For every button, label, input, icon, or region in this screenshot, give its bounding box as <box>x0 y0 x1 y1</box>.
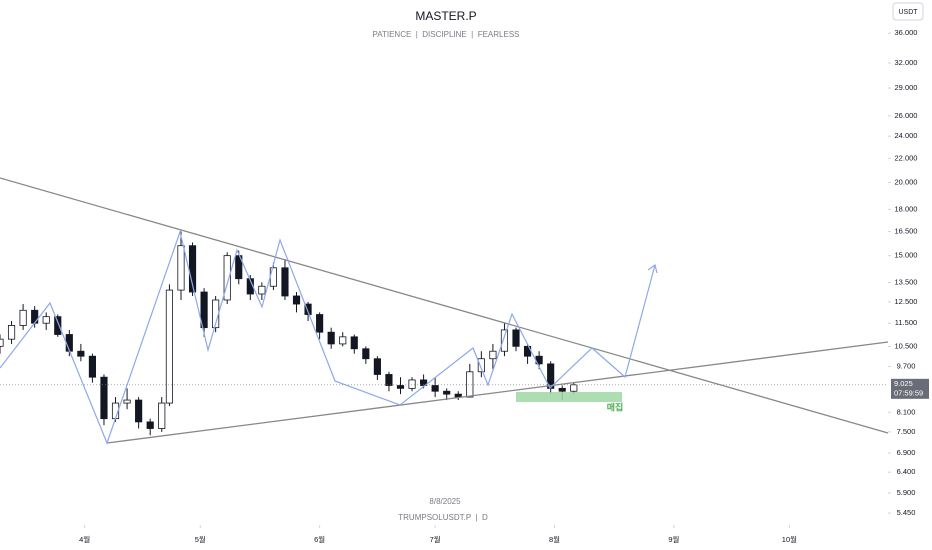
y-tick-label: 12.500 <box>895 297 918 306</box>
candle-body <box>477 358 485 373</box>
y-tick-label: 15.000 <box>895 251 918 260</box>
candle-body <box>489 350 497 360</box>
candle-body <box>19 309 27 326</box>
drawings <box>0 177 889 445</box>
projection-path <box>0 229 656 445</box>
candle-body <box>362 348 370 360</box>
candle-body <box>146 421 154 429</box>
candle-body <box>512 329 520 347</box>
y-tick-label: 10.500 <box>895 341 918 350</box>
candle-body <box>420 379 428 386</box>
candle-body <box>396 385 405 389</box>
candle-body <box>135 399 143 423</box>
currency-label[interactable]: USDT <box>898 9 918 16</box>
chart-subtitle: PATIENCE | DISCIPLINE | FEARLESS <box>372 30 519 39</box>
y-tick-label: 13.500 <box>895 277 918 286</box>
candle-body <box>316 314 324 333</box>
y-tick-label: 8.100 <box>897 407 916 416</box>
x-tick-label: 5월 <box>195 534 206 544</box>
x-tick-label: 9월 <box>668 534 679 544</box>
candle-body <box>292 295 301 305</box>
x-tick-label: 6월 <box>314 534 325 544</box>
candle-body <box>385 374 393 386</box>
y-tick-label: 24.000 <box>895 131 918 140</box>
last-price-label: 9.025 <box>894 379 913 388</box>
candle-body <box>466 371 474 398</box>
candle-body <box>123 399 131 404</box>
y-tick-label: 32.000 <box>895 58 918 67</box>
x-tick-label: 4월 <box>79 534 90 544</box>
candle-body <box>570 384 578 392</box>
projection-arrow <box>647 263 658 274</box>
lower-trendline <box>106 341 889 444</box>
candle-body <box>54 316 62 335</box>
candle-body <box>547 363 555 389</box>
x-tick-label: 8월 <box>549 534 560 544</box>
candle-body <box>408 379 416 389</box>
y-tick-label: 29.000 <box>895 83 918 92</box>
watermark-date: 8/8/2025 <box>429 497 461 506</box>
y-tick-label: 16.500 <box>895 226 918 235</box>
y-tick-label: 36.000 <box>895 28 918 37</box>
accumulation-zone <box>516 392 622 402</box>
candle-body <box>7 325 16 340</box>
y-tick-label: 6.400 <box>897 467 916 476</box>
candle-body <box>200 291 208 329</box>
y-tick-label: 18.000 <box>895 204 918 213</box>
candle-body <box>65 334 73 352</box>
candle-body <box>42 316 50 324</box>
candle-body <box>31 309 39 324</box>
candle-body <box>304 303 312 315</box>
candle-body <box>177 245 185 291</box>
candle-body <box>443 390 451 395</box>
y-tick-label: 26.000 <box>895 111 918 120</box>
countdown-label: 07:59:59 <box>894 388 923 397</box>
candle-body <box>0 338 4 347</box>
y-tick-label: 9.700 <box>897 361 916 370</box>
candle-body <box>373 358 381 375</box>
candle-body <box>165 289 174 404</box>
chart-title: MASTER.P <box>415 9 476 23</box>
candle-body <box>500 329 509 352</box>
candle-body <box>350 336 358 350</box>
last-price-box <box>891 378 929 399</box>
symbol-label: TRUMPSOLUSDT.P | D <box>398 513 488 522</box>
candle-body <box>327 331 335 345</box>
candle-body <box>431 385 439 392</box>
y-tick-label: 11.500 <box>895 318 917 327</box>
candle-body <box>223 255 231 301</box>
y-tick-label: 6.900 <box>897 448 916 457</box>
candle-body <box>281 267 289 297</box>
candle-body <box>339 336 347 345</box>
candle-body <box>77 350 85 357</box>
currency-box[interactable] <box>892 2 924 21</box>
upper-trendline <box>0 177 889 434</box>
candle-body <box>258 285 266 295</box>
candle-body <box>158 402 166 429</box>
candle-body <box>188 245 197 293</box>
y-tick-label: 5.900 <box>897 488 916 497</box>
candle-body <box>88 355 96 378</box>
y-tick-label: 22.000 <box>895 153 918 162</box>
y-tick-label: 7.500 <box>897 427 916 436</box>
x-tick-label: 7월 <box>430 534 441 544</box>
candle-body <box>558 387 566 392</box>
candle-body <box>235 255 243 280</box>
x-tick-label: 10월 <box>782 534 797 544</box>
plot-area <box>0 231 578 436</box>
y-tick-label: 5.450 <box>897 508 916 517</box>
y-tick-label: 20.000 <box>895 177 918 186</box>
annotation: 매집 <box>607 401 624 412</box>
candle-body <box>100 376 108 420</box>
